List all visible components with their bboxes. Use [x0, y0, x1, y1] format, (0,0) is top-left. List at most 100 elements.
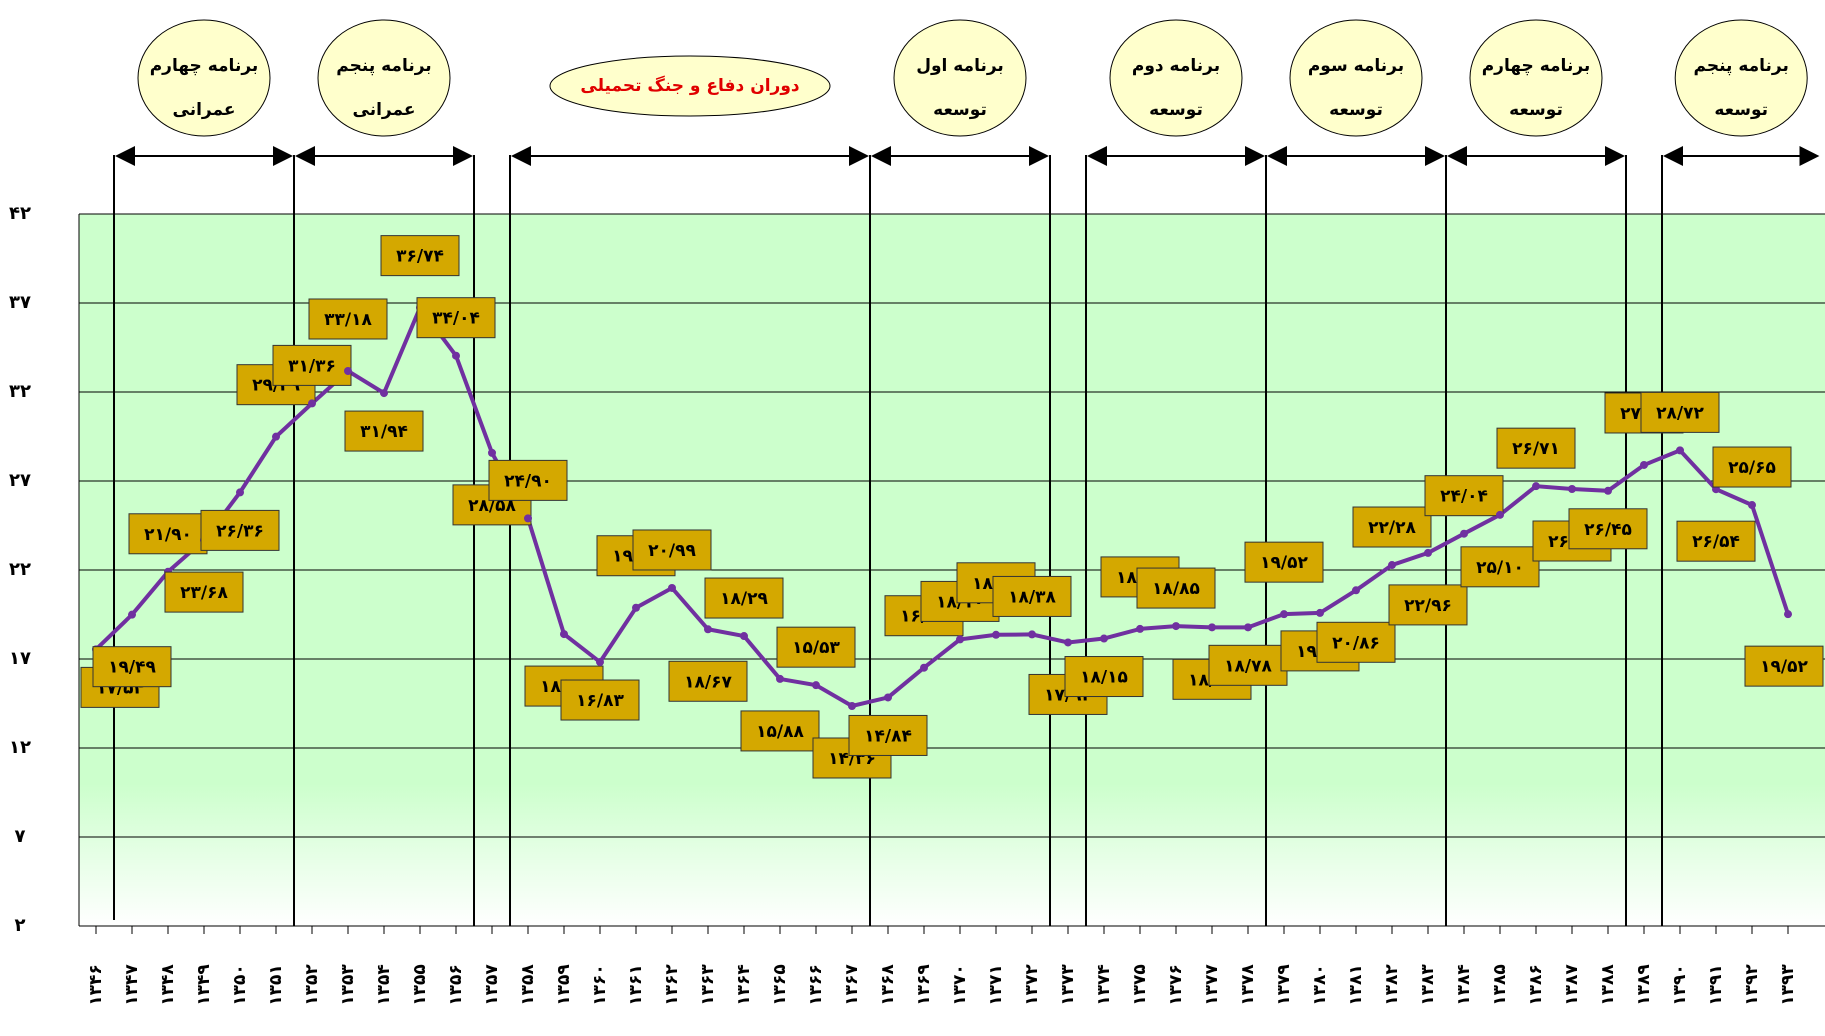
- data-point: [488, 448, 496, 457]
- value-label-box: [668, 660, 748, 702]
- x-tick-label: ۱۳۶۲: [662, 964, 682, 1006]
- value-label: ۲۵/۱۰: [1476, 558, 1524, 578]
- data-point: [1100, 634, 1108, 643]
- data-line: [94, 303, 1790, 709]
- x-tick-label: ۱۳۹۳: [1778, 964, 1798, 1006]
- x-tick-label: ۱۳۶۷: [842, 964, 862, 1006]
- data-point: [308, 399, 316, 408]
- value-label-box: [200, 509, 280, 551]
- x-tick-label: ۱۳۸۶: [1526, 964, 1546, 1006]
- value-label: ۱۸/۸۵: [1152, 579, 1200, 599]
- value-label: ۲۶/۴۵: [1584, 520, 1632, 540]
- data-point: [884, 693, 892, 702]
- data-point: [1604, 486, 1612, 495]
- value-label: ۲۸/۷۲: [1656, 403, 1704, 423]
- value-label-box: [1208, 644, 1288, 686]
- period-bubble: [317, 19, 451, 137]
- x-tick-label: ۱۳۴۹: [194, 964, 214, 1006]
- x-tick-label: ۱۳۶۰: [590, 964, 610, 1006]
- value-label-box: [1676, 520, 1756, 562]
- data-point: [632, 603, 640, 612]
- data-point: [452, 351, 460, 360]
- x-tick-label: ۱۳۸۱: [1346, 964, 1366, 1006]
- data-point: [704, 625, 712, 634]
- x-tick-label: ۱۳۷۸: [1238, 964, 1258, 1006]
- value-label: ۲۳/۶۸: [180, 583, 228, 603]
- value-label-box: [848, 714, 928, 756]
- data-point: [1676, 446, 1684, 455]
- value-label: ۱۹/۵۲: [1760, 657, 1808, 677]
- data-point: [524, 514, 532, 523]
- period-bubble: [1289, 19, 1423, 137]
- value-label: ۲۶/۳۶: [216, 521, 264, 541]
- value-label-box: [1316, 621, 1396, 663]
- data-point: [956, 635, 964, 644]
- x-tick-label: ۱۳۵۷: [482, 964, 502, 1006]
- x-tick-label: ۱۳۶۱: [626, 964, 646, 1006]
- y-tick-label: ۳۲: [9, 381, 31, 402]
- value-label-box: [128, 513, 208, 555]
- data-point: [668, 583, 676, 592]
- data-point: [1280, 610, 1288, 619]
- data-point: [1640, 460, 1648, 469]
- value-label-box: [1460, 546, 1540, 588]
- period-label: برنامه چهارم: [1482, 56, 1591, 76]
- period-label: توسعه: [1509, 100, 1563, 120]
- x-tick-label: ۱۳۵۳: [338, 964, 358, 1006]
- data-point: [1172, 622, 1180, 631]
- value-label: ۱۸/۶۷: [684, 672, 732, 692]
- period-label: توسعه: [1714, 100, 1768, 120]
- period-label: توسعه: [1149, 100, 1203, 120]
- value-label-box: [1712, 446, 1792, 488]
- value-label-box: [1744, 645, 1824, 687]
- data-point: [1748, 501, 1756, 510]
- x-tick-label: ۱۳۸۸: [1598, 964, 1618, 1006]
- x-tick-label: ۱۳۶۳: [698, 964, 718, 1006]
- data-point: [740, 632, 748, 641]
- value-label-box: [308, 298, 388, 340]
- x-tick-label: ۱۳۸۹: [1634, 964, 1654, 1006]
- value-label-box: [632, 529, 712, 571]
- data-point: [128, 610, 136, 619]
- y-tick-label: ۷: [15, 826, 26, 847]
- data-point: [560, 630, 568, 639]
- period-label: عمرانی: [173, 100, 236, 120]
- data-point: [776, 674, 784, 683]
- x-tick-label: ۱۳۸۵: [1490, 964, 1510, 1006]
- period-label: دوران دفاع و جنگ تحمیلی: [580, 75, 799, 96]
- x-tick-label: ۱۳۷۲: [1022, 964, 1042, 1006]
- data-point: [992, 630, 1000, 639]
- value-label: ۲۴/۹۰: [504, 471, 552, 491]
- value-label-box: [992, 575, 1072, 617]
- value-label: ۱۶/۸۳: [576, 691, 624, 711]
- period-bubble: [893, 19, 1027, 137]
- value-label-box: [560, 679, 640, 721]
- data-point: [1568, 485, 1576, 494]
- value-label-box: [344, 410, 424, 452]
- x-tick-label: ۱۳۸۳: [1418, 964, 1438, 1006]
- value-label: ۳۶/۷۴: [396, 247, 444, 267]
- x-tick-label: ۱۳۹۲: [1742, 964, 1762, 1006]
- data-point: [1136, 624, 1144, 633]
- data-point: [1352, 586, 1360, 595]
- data-point: [1388, 561, 1396, 570]
- value-label-box: [1568, 508, 1648, 550]
- x-tick-label: ۱۳۵۶: [446, 964, 466, 1006]
- value-label-box: [380, 235, 460, 277]
- data-point: [812, 681, 820, 690]
- y-tick-label: ۳۷: [9, 292, 31, 313]
- period-label: توسعه: [1329, 100, 1383, 120]
- value-label-box: [1640, 391, 1720, 433]
- value-label-box: [92, 646, 172, 688]
- value-label-box: [1352, 506, 1432, 548]
- x-tick-label: ۱۳۷۰: [950, 964, 970, 1006]
- x-tick-label: ۱۳۴۸: [158, 964, 178, 1006]
- x-tick-label: ۱۳۵۸: [518, 964, 538, 1006]
- x-tick-label: ۱۳۹۱: [1706, 964, 1726, 1006]
- period-label: برنامه پنجم: [1694, 56, 1789, 76]
- value-label-box: [740, 710, 820, 752]
- value-label: ۲۵/۶۵: [1728, 458, 1776, 478]
- period-label: توسعه: [933, 100, 987, 120]
- value-label: ۲۴/۰۴: [1440, 487, 1488, 507]
- value-label-box: [1136, 567, 1216, 609]
